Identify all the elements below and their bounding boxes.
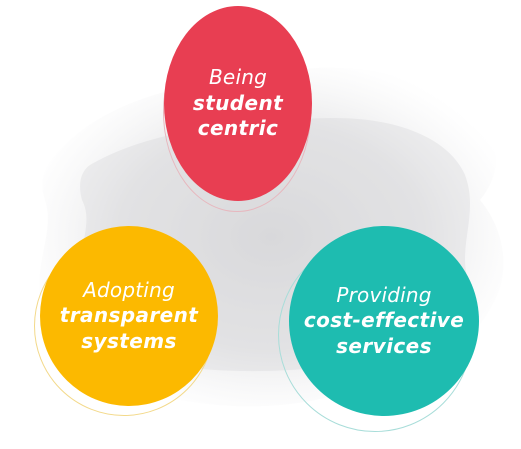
circle-red-bold-line-1: student [192,90,284,115]
circle-teal-bold-line-2: services [336,333,432,358]
circle-teal-light-text: Providing [336,282,432,307]
circle-transparent-systems: Adopting transparent systems [40,226,218,406]
circle-student-centric: Being student centric [164,6,312,201]
circle-yellow-bold-line-1: transparent [59,303,199,328]
circle-teal-bold-line-1: cost-effective [303,308,465,333]
circle-cost-effective-services: Providing cost-effective services [289,226,479,416]
circle-yellow-light-text: Adopting [83,277,175,302]
circle-red-bold-line-2: centric [197,116,279,141]
circle-red-light-text: Being [209,65,267,90]
circle-yellow-bold-line-2: systems [81,328,177,353]
